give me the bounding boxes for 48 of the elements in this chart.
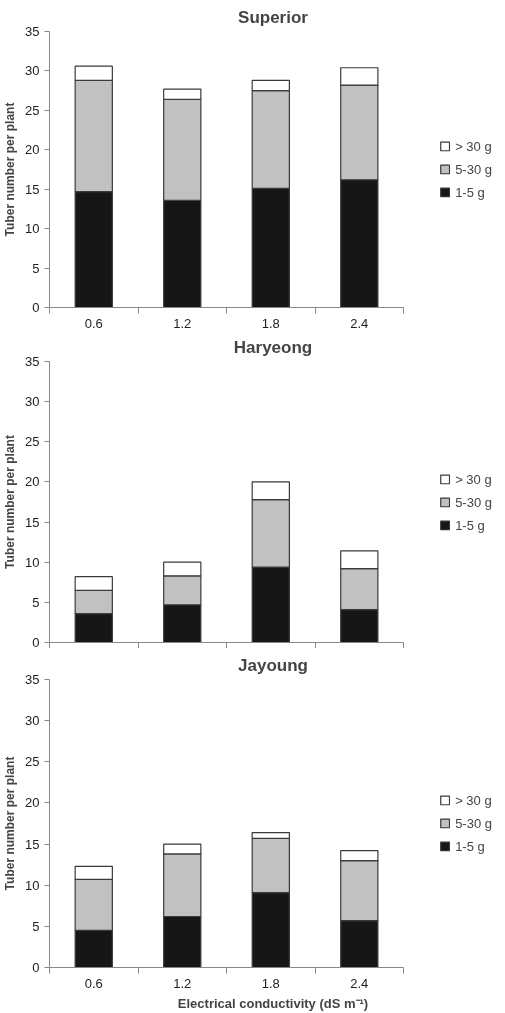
y-tick-label: 15 <box>25 836 40 852</box>
x-axis-title: Electrical conductivity (dS m⁻¹) <box>177 995 369 1011</box>
y-tick-label: 35 <box>25 354 40 369</box>
chart-title: Jayoung <box>238 655 308 675</box>
chart-title: Haryeong <box>233 337 313 357</box>
x-tick-label: 1.2 <box>173 975 192 991</box>
legend-label: 5-30 g <box>455 815 492 831</box>
legend-label: 5-30 g <box>455 161 492 177</box>
y-tick-label: 30 <box>25 63 40 79</box>
y-axis-title: Tuber number per plant <box>3 102 18 237</box>
y-tick-label: 30 <box>25 394 40 410</box>
y-tick-label: 25 <box>25 754 40 770</box>
legend-label: 1-5 g <box>455 184 485 200</box>
y-tick-label: 10 <box>25 877 40 893</box>
x-tick-label: 1.2 <box>173 315 192 331</box>
legend-label: > 30 g <box>455 471 492 486</box>
y-tick-label: 0 <box>32 960 40 975</box>
y-tick-label: 25 <box>25 434 40 450</box>
y-axis-title: Tuber number per plant <box>3 435 18 569</box>
y-tick-label: 0 <box>32 635 40 650</box>
legend-label: 1-5 g <box>455 838 485 854</box>
y-tick-label: 35 <box>25 672 40 687</box>
legend-label: > 30 g <box>455 138 492 154</box>
legend-label: 1-5 g <box>455 517 485 532</box>
x-tick-label: 1.8 <box>261 315 280 331</box>
y-tick-label: 10 <box>25 554 40 570</box>
legend-label: > 30 g <box>455 792 492 808</box>
y-tick-label: 35 <box>25 24 40 39</box>
x-tick-label: 2.4 <box>350 975 369 991</box>
y-tick-label: 20 <box>25 142 40 158</box>
x-tick-label: 1.8 <box>261 975 280 991</box>
x-tick-label: 0.6 <box>84 315 103 331</box>
y-tick-label: 20 <box>25 474 40 490</box>
y-tick-label: 5 <box>32 594 40 610</box>
y-tick-label: 15 <box>25 514 40 530</box>
x-tick-label: 2.4 <box>350 315 369 331</box>
y-axis-title: Tuber number per plant <box>3 756 18 891</box>
x-tick-label: 0.6 <box>84 975 103 991</box>
y-tick-label: 10 <box>25 221 40 237</box>
y-tick-label: 5 <box>32 918 40 934</box>
y-tick-label: 25 <box>25 102 40 118</box>
y-tick-label: 15 <box>25 181 40 197</box>
legend-label: 5-30 g <box>455 494 492 509</box>
y-tick-label: 5 <box>32 260 40 276</box>
y-tick-label: 30 <box>25 713 40 729</box>
chart-title: Superior <box>238 7 309 27</box>
y-tick-label: 20 <box>25 795 40 811</box>
y-tick-label: 0 <box>32 300 40 315</box>
